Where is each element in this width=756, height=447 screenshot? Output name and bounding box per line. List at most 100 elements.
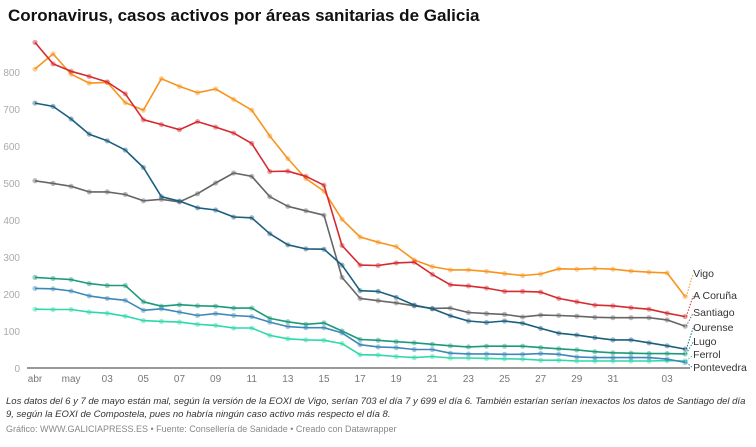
data-point: [303, 246, 309, 252]
data-point: [682, 359, 688, 366]
data-point: [664, 317, 670, 323]
data-point: [249, 325, 255, 331]
data-point: [122, 297, 128, 303]
label-leader-line: [685, 312, 694, 327]
data-point: [194, 321, 201, 327]
data-point: [303, 173, 309, 179]
data-point: [447, 313, 453, 319]
data-point: [646, 269, 652, 275]
label-leader-line: [685, 273, 694, 297]
x-tick-label: 07: [174, 374, 186, 385]
data-point: [682, 323, 688, 329]
x-tick-label: may: [62, 374, 81, 385]
y-tick-label: 700: [3, 105, 20, 116]
data-point: [68, 116, 74, 122]
data-point: [646, 340, 652, 346]
data-point: [194, 90, 201, 96]
data-point: [140, 318, 146, 324]
data-point: [321, 320, 327, 326]
data-point: [538, 350, 544, 357]
data-point: [285, 323, 291, 330]
y-tick-label: 0: [14, 364, 20, 375]
data-point: [483, 319, 490, 326]
data-point: [231, 305, 237, 311]
data-point: [68, 68, 74, 74]
data-point: [285, 319, 291, 325]
label-leader-line: [685, 354, 694, 362]
series-label: Santiago: [693, 307, 735, 319]
data-point: [68, 71, 74, 77]
data-point: [447, 355, 453, 361]
data-point: [429, 353, 435, 360]
data-point: [267, 332, 273, 339]
data-point: [158, 318, 165, 324]
data-point: [646, 350, 652, 357]
data-point: [32, 100, 38, 106]
data-point: [628, 268, 634, 274]
data-point: [556, 330, 562, 336]
data-point: [538, 345, 544, 351]
data-point: [520, 272, 526, 279]
data-point: [411, 302, 417, 308]
data-point: [501, 351, 508, 357]
series-line-vigo: [34, 53, 686, 298]
data-point: [357, 336, 363, 343]
y-tick-label: 300: [3, 253, 20, 264]
data-point: [393, 345, 399, 351]
data-point: [592, 335, 598, 341]
data-point: [610, 266, 616, 272]
y-tick-label: 600: [3, 142, 20, 153]
y-tick-label: 800: [3, 68, 20, 79]
data-point: [610, 337, 616, 343]
data-point: [285, 336, 291, 342]
data-point: [574, 347, 580, 353]
data-point: [213, 86, 219, 92]
data-point: [682, 313, 688, 320]
data-point: [501, 343, 508, 349]
data-point: [285, 168, 291, 174]
data-point: [501, 311, 508, 317]
data-point: [483, 355, 490, 361]
x-tick-label: 15: [318, 374, 330, 385]
data-point: [592, 302, 598, 308]
y-tick-label: 400: [3, 216, 20, 227]
data-point: [501, 288, 508, 295]
label-leader-line: [685, 295, 694, 317]
data-point: [176, 319, 183, 325]
data-point: [50, 306, 56, 313]
series-line-a-coruña: [34, 41, 686, 318]
data-point: [357, 352, 363, 358]
data-point: [303, 321, 309, 327]
data-point: [339, 216, 345, 222]
data-point: [393, 339, 399, 345]
data-point: [357, 262, 363, 268]
data-point: [104, 282, 110, 289]
data-point: [140, 117, 146, 123]
data-point: [140, 198, 146, 204]
data-point: [483, 311, 490, 317]
data-point: [375, 298, 381, 304]
data-point: [213, 303, 219, 309]
data-point: [520, 320, 526, 326]
data-point: [447, 305, 453, 311]
data-point: [556, 357, 562, 363]
data-point: [303, 208, 309, 214]
data-point: [122, 313, 128, 319]
data-point: [249, 305, 255, 311]
series-label: Lugo: [693, 336, 717, 348]
data-point: [465, 267, 472, 273]
x-tick-label: 23: [463, 374, 475, 385]
data-point: [447, 267, 453, 273]
series-line-santiago: [34, 172, 686, 327]
label-leader-line: [685, 327, 694, 350]
data-point: [158, 121, 165, 128]
data-point: [501, 271, 508, 277]
data-point: [231, 312, 237, 319]
data-point: [176, 302, 183, 308]
data-point: [429, 341, 435, 347]
data-point: [249, 173, 255, 179]
data-point: [664, 343, 670, 349]
data-point: [339, 262, 345, 268]
data-point: [176, 83, 183, 90]
data-point: [104, 138, 110, 144]
